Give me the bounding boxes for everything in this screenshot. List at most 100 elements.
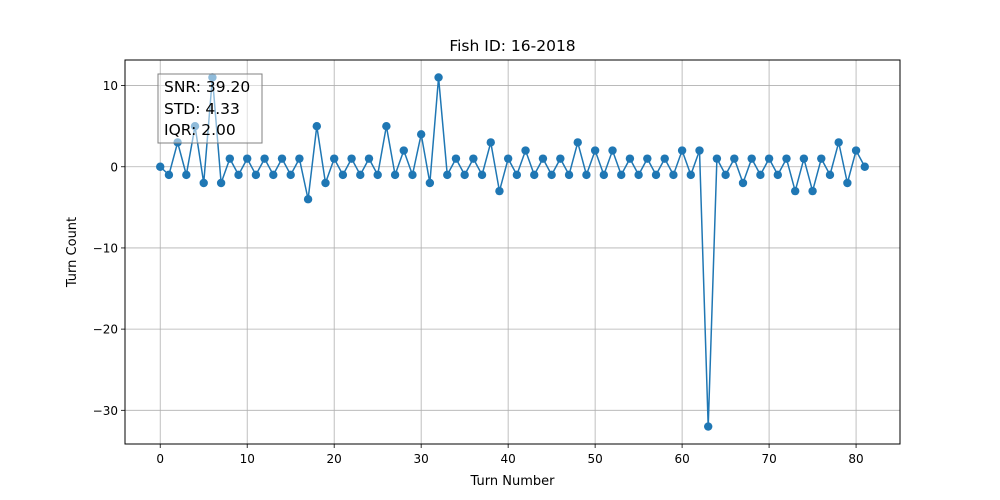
data-point — [443, 170, 452, 180]
data-point — [425, 178, 435, 188]
data-point — [164, 170, 174, 180]
data-point — [573, 138, 582, 147]
data-point — [295, 154, 304, 163]
data-point — [634, 170, 643, 180]
iqr-text: IQR: 2.00 — [164, 121, 236, 139]
data-point — [817, 154, 826, 163]
data-point — [712, 154, 722, 163]
x-tick-label: 80 — [848, 452, 863, 466]
data-point — [225, 154, 235, 163]
data-point — [843, 178, 852, 188]
data-point — [486, 138, 495, 147]
x-tick-label: 70 — [761, 452, 776, 466]
data-point — [434, 73, 443, 82]
data-point — [416, 130, 426, 139]
data-point — [851, 146, 861, 155]
data-point — [538, 154, 548, 163]
data-point — [373, 170, 382, 180]
data-point — [651, 170, 661, 180]
series-line — [159, 76, 866, 428]
data-point — [738, 178, 748, 188]
x-tick-label: 0 — [156, 452, 164, 466]
y-tick-label: −20 — [93, 323, 118, 337]
data-point — [756, 170, 765, 180]
y-tick-label: 10 — [103, 79, 118, 93]
x-tick-label: 30 — [414, 452, 429, 466]
data-point — [799, 154, 809, 163]
data-point — [764, 154, 774, 163]
chart-title: Fish ID: 16-2018 — [449, 37, 575, 55]
data-point — [243, 154, 252, 163]
x-tick-label: 40 — [501, 452, 516, 466]
data-point — [199, 178, 208, 188]
stats-annotation-box — [157, 73, 263, 144]
data-point — [269, 170, 278, 180]
data-point — [312, 121, 321, 131]
data-point — [590, 146, 600, 155]
data-point — [234, 170, 243, 180]
data-point — [156, 162, 165, 171]
grid-layer — [125, 60, 900, 444]
tick-layer: 0 10 20 30 40 50 60 70 80 10 0 −10 −20 −30 — [93, 79, 864, 466]
data-point — [582, 170, 591, 180]
stats-annotation: SNR: 39.20 STD: 4.33 IQR: 2.00 — [157, 73, 263, 144]
data-point — [617, 170, 626, 180]
data-point — [321, 178, 330, 188]
data-point — [564, 170, 574, 180]
data-point — [182, 170, 191, 180]
data-point — [660, 154, 669, 163]
data-point — [834, 138, 843, 147]
data-point — [399, 146, 408, 155]
data-point — [721, 170, 730, 180]
data-point — [521, 146, 530, 155]
data-point — [503, 154, 513, 163]
data-point — [808, 186, 817, 196]
data-point — [773, 170, 782, 180]
data-point — [338, 170, 348, 180]
data-point — [477, 170, 487, 180]
plot-area-frame — [124, 59, 901, 445]
data-point — [495, 186, 504, 196]
data-point — [625, 154, 635, 163]
data-point — [260, 154, 269, 163]
data-point — [512, 170, 522, 180]
data-point — [408, 170, 417, 180]
data-point — [677, 146, 687, 155]
data-point — [251, 170, 261, 180]
data-point — [286, 170, 295, 180]
y-axis-label: Turn Count — [65, 217, 80, 288]
data-point — [382, 121, 391, 131]
data-point — [277, 154, 287, 163]
data-point — [329, 154, 339, 163]
std-text: STD: 4.33 — [164, 100, 240, 118]
y-tick-label: −30 — [93, 404, 118, 418]
data-point — [790, 186, 800, 196]
data-point — [303, 195, 313, 204]
data-point — [695, 146, 704, 155]
x-tick-label: 60 — [674, 452, 689, 466]
data-point — [730, 154, 739, 163]
data-point — [451, 154, 461, 163]
data-point — [825, 170, 835, 180]
data-point — [747, 154, 756, 163]
data-point — [347, 154, 356, 163]
y-tick-label: 0 — [110, 160, 118, 174]
data-point — [704, 422, 713, 431]
data-point — [530, 170, 539, 180]
x-axis-label: Turn Number — [470, 474, 556, 489]
data-point — [686, 170, 696, 180]
data-point — [669, 170, 678, 180]
data-point — [460, 170, 469, 180]
data-point — [216, 178, 226, 188]
data-point — [356, 170, 365, 180]
data-point — [556, 154, 565, 163]
data-point — [547, 170, 556, 180]
data-point — [364, 154, 374, 163]
x-tick-label: 20 — [327, 452, 342, 466]
data-point — [599, 170, 609, 180]
data-point — [643, 154, 652, 163]
data-point — [608, 146, 617, 155]
x-tick-label: 50 — [587, 452, 602, 466]
